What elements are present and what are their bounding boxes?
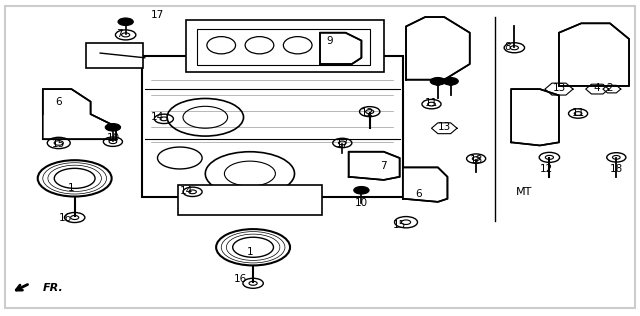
Text: 9: 9 [326,35,333,46]
Text: 17: 17 [335,139,349,149]
Text: 11: 11 [572,107,585,118]
Circle shape [430,77,445,85]
Text: FR.: FR. [43,283,63,293]
Text: 6: 6 [415,189,422,199]
Text: 17: 17 [151,10,164,21]
Text: 16: 16 [58,213,72,222]
Text: 15: 15 [52,139,65,149]
Text: 5: 5 [435,78,441,88]
Polygon shape [43,89,116,139]
Polygon shape [406,17,470,80]
Text: MT: MT [516,187,532,198]
Text: 2: 2 [607,82,613,93]
Ellipse shape [321,37,350,54]
Text: 18: 18 [610,164,623,174]
Text: 7: 7 [116,29,123,39]
Text: 10: 10 [355,198,368,209]
Text: 10: 10 [106,133,120,143]
Ellipse shape [245,37,274,54]
Text: 15: 15 [393,220,406,230]
Text: 4: 4 [594,82,600,93]
FancyBboxPatch shape [141,56,403,197]
FancyBboxPatch shape [197,29,370,65]
Polygon shape [559,23,629,86]
Polygon shape [403,167,447,202]
Ellipse shape [207,37,236,54]
FancyBboxPatch shape [86,43,143,68]
Text: 14: 14 [180,186,193,196]
Circle shape [354,186,369,194]
Text: 12: 12 [361,107,374,118]
Text: 7: 7 [380,161,387,171]
Text: 14: 14 [151,112,164,122]
Polygon shape [320,33,362,64]
Text: 11: 11 [425,98,438,108]
Text: 18: 18 [470,155,483,165]
Circle shape [443,77,458,85]
Polygon shape [511,89,559,145]
Text: 8: 8 [505,42,511,52]
Circle shape [118,18,133,26]
Polygon shape [349,152,399,180]
Circle shape [105,124,120,131]
Text: 16: 16 [234,274,247,283]
Text: 13: 13 [552,82,566,93]
Text: 6: 6 [56,97,62,106]
FancyBboxPatch shape [186,20,384,72]
Text: 12: 12 [540,164,553,174]
Text: 13: 13 [438,122,451,132]
Ellipse shape [284,37,312,54]
Text: 1: 1 [246,247,253,257]
Text: 1: 1 [68,183,75,193]
Text: 3: 3 [447,78,454,88]
FancyBboxPatch shape [178,185,322,215]
